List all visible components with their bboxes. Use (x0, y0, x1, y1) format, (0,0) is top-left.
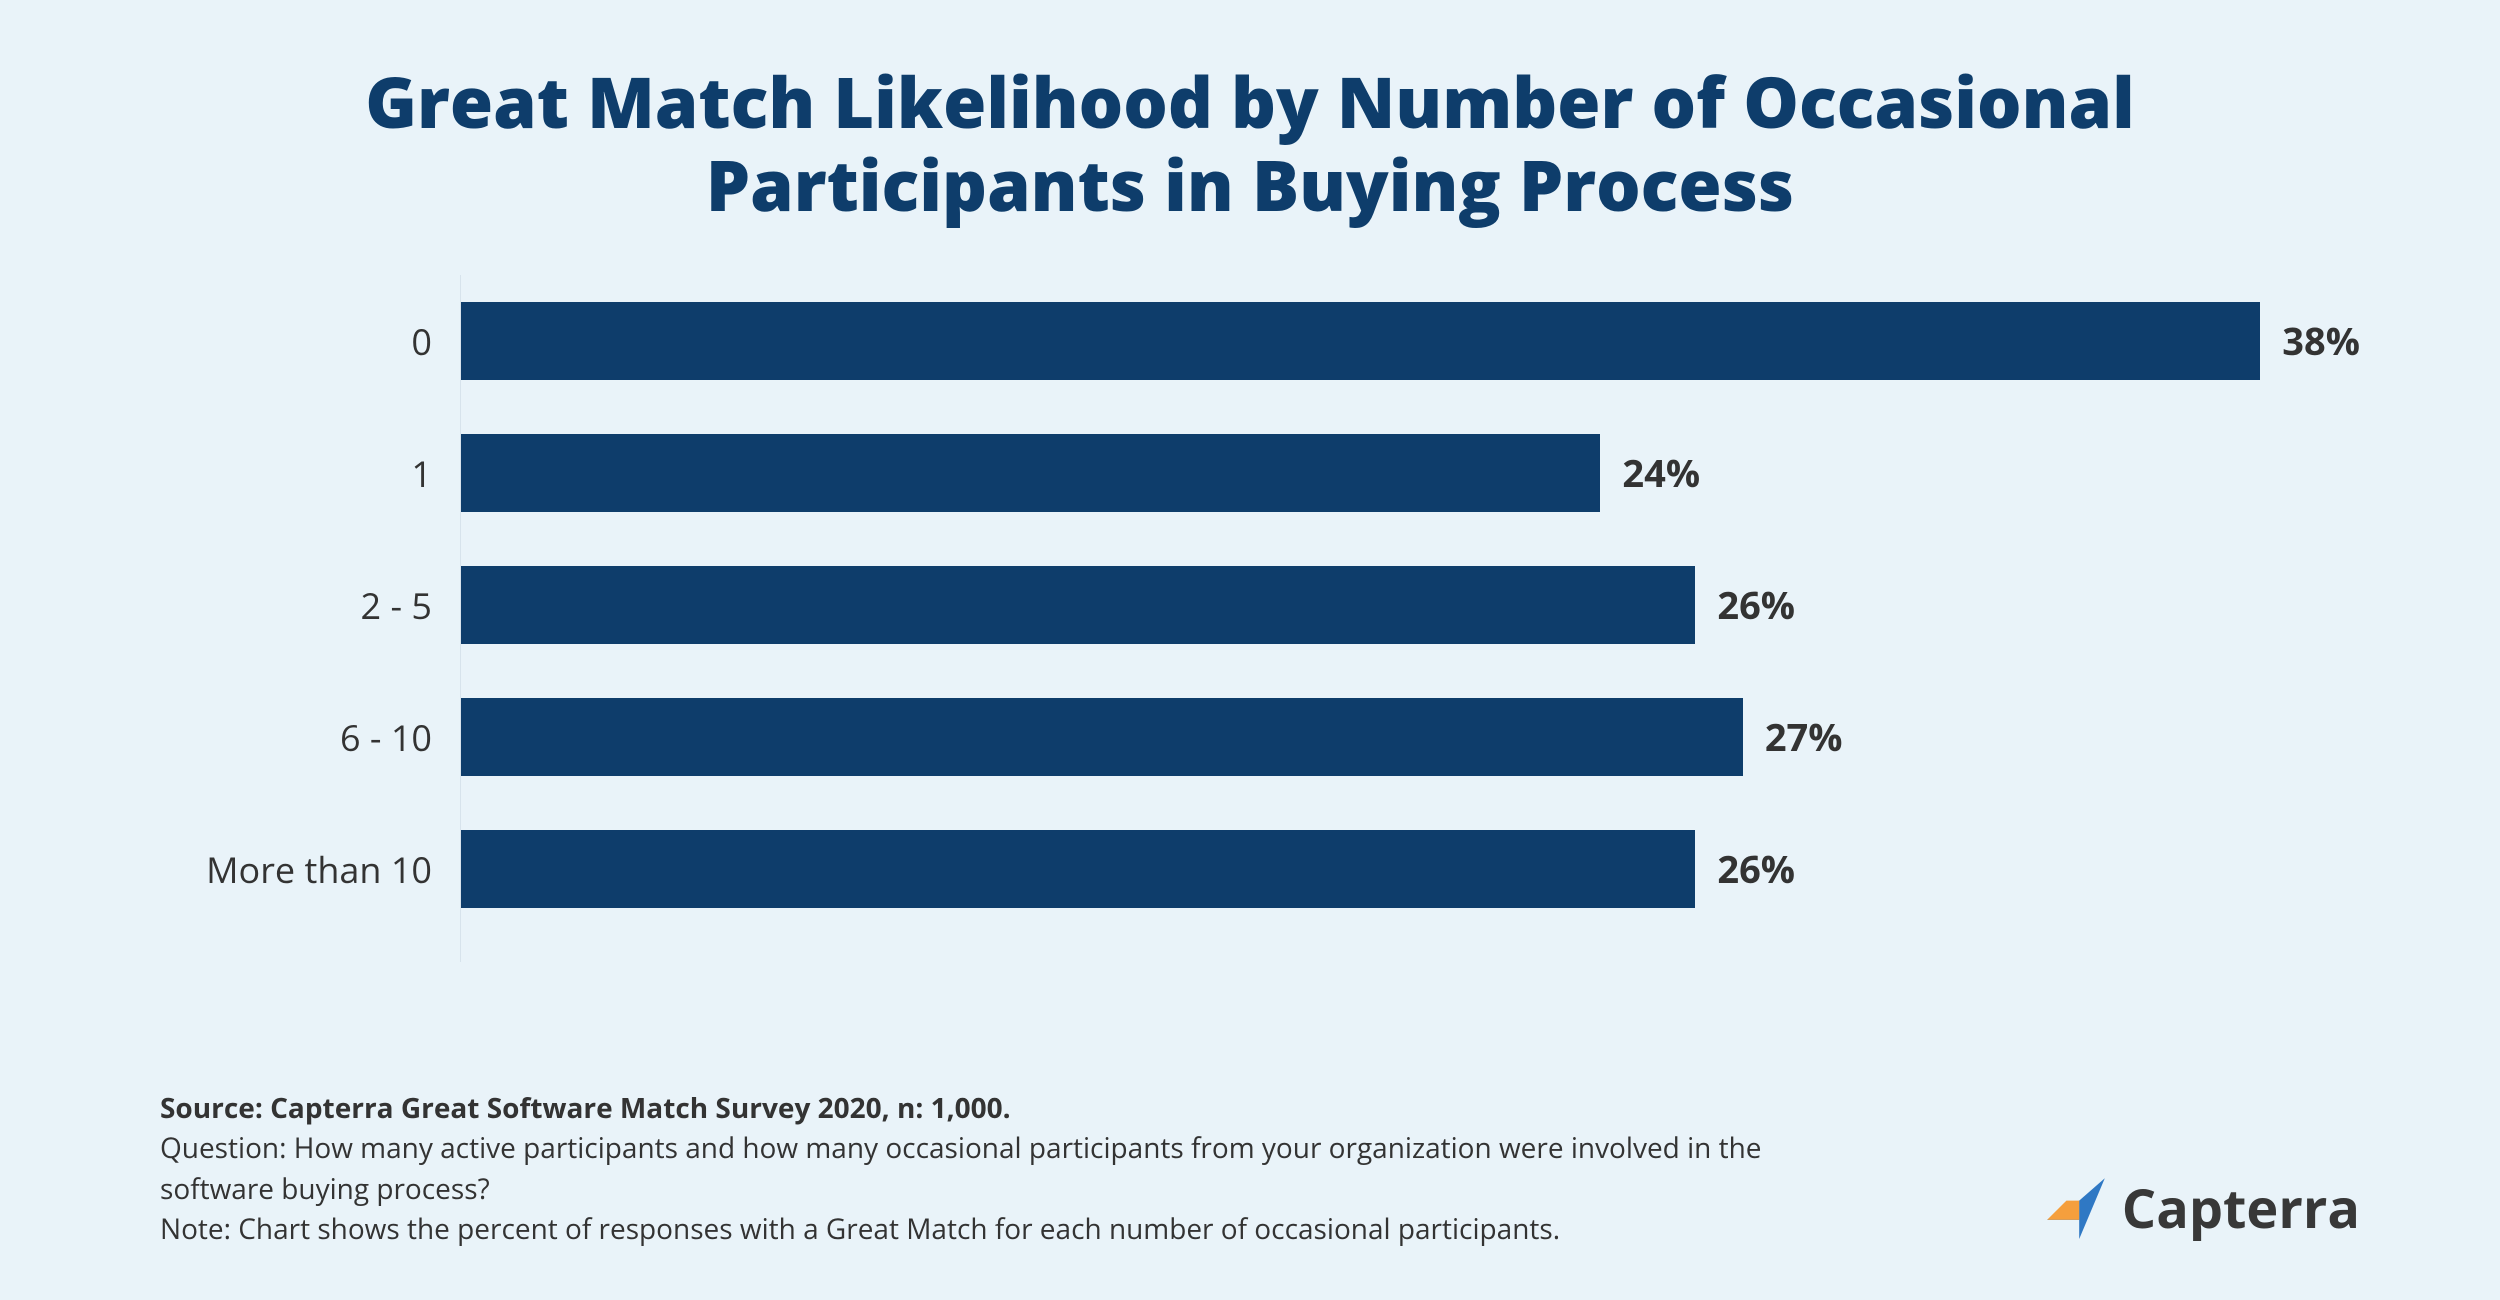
bar-track: 27% (460, 698, 2360, 776)
bar-track: 26% (460, 566, 2360, 644)
chart-title: Great Match Likelihood by Number of Occa… (250, 60, 2250, 225)
category-label: 1 (160, 449, 460, 498)
bar (461, 434, 1600, 512)
bar (461, 302, 2260, 380)
value-label: 24% (1600, 447, 1700, 499)
chart-plot-area: 0 38% 1 24% 2 - 5 26% 6 - 10 27% More than 10 26% (120, 275, 2380, 1047)
axis-spacer (160, 908, 2360, 962)
axis-spacer (160, 380, 2360, 434)
bar-row: 2 - 5 26% (160, 566, 2360, 644)
category-label: 6 - 10 (160, 713, 460, 762)
value-label: 38% (2260, 315, 2360, 367)
value-label: 26% (1695, 843, 1795, 895)
footnotes: Source: Capterra Great Software Match Su… (160, 1088, 1860, 1250)
bar-row: More than 10 26% (160, 830, 2360, 908)
brand-logo-text: Capterra (2122, 1170, 2360, 1244)
bar (461, 566, 1695, 644)
footnote-question: Question: How many active participants a… (160, 1128, 1860, 1209)
bar-row: 6 - 10 27% (160, 698, 2360, 776)
brand-logo: Capterra (2044, 1170, 2360, 1250)
value-label: 26% (1695, 579, 1795, 631)
footnote-note: Note: Chart shows the percent of respons… (160, 1209, 1860, 1250)
axis-spacer (160, 512, 2360, 566)
category-label: 2 - 5 (160, 581, 460, 630)
capterra-arrow-icon (2044, 1175, 2108, 1239)
axis-spacer (160, 776, 2360, 830)
category-label: 0 (160, 317, 460, 366)
bar-row: 1 24% (160, 434, 2360, 512)
bar-track: 38% (460, 302, 2360, 380)
chart-canvas: Great Match Likelihood by Number of Occa… (0, 0, 2500, 1300)
bar-row: 0 38% (160, 302, 2360, 380)
bar (461, 830, 1695, 908)
axis-spacer (160, 275, 2360, 302)
bar-track: 26% (460, 830, 2360, 908)
bar-track: 24% (460, 434, 2360, 512)
value-label: 27% (1743, 711, 1843, 763)
footnote-source: Source: Capterra Great Software Match Su… (160, 1088, 1860, 1129)
chart-footer: Source: Capterra Great Software Match Su… (120, 1088, 2380, 1250)
axis-spacer (160, 644, 2360, 698)
bar (461, 698, 1743, 776)
category-label: More than 10 (160, 845, 460, 894)
